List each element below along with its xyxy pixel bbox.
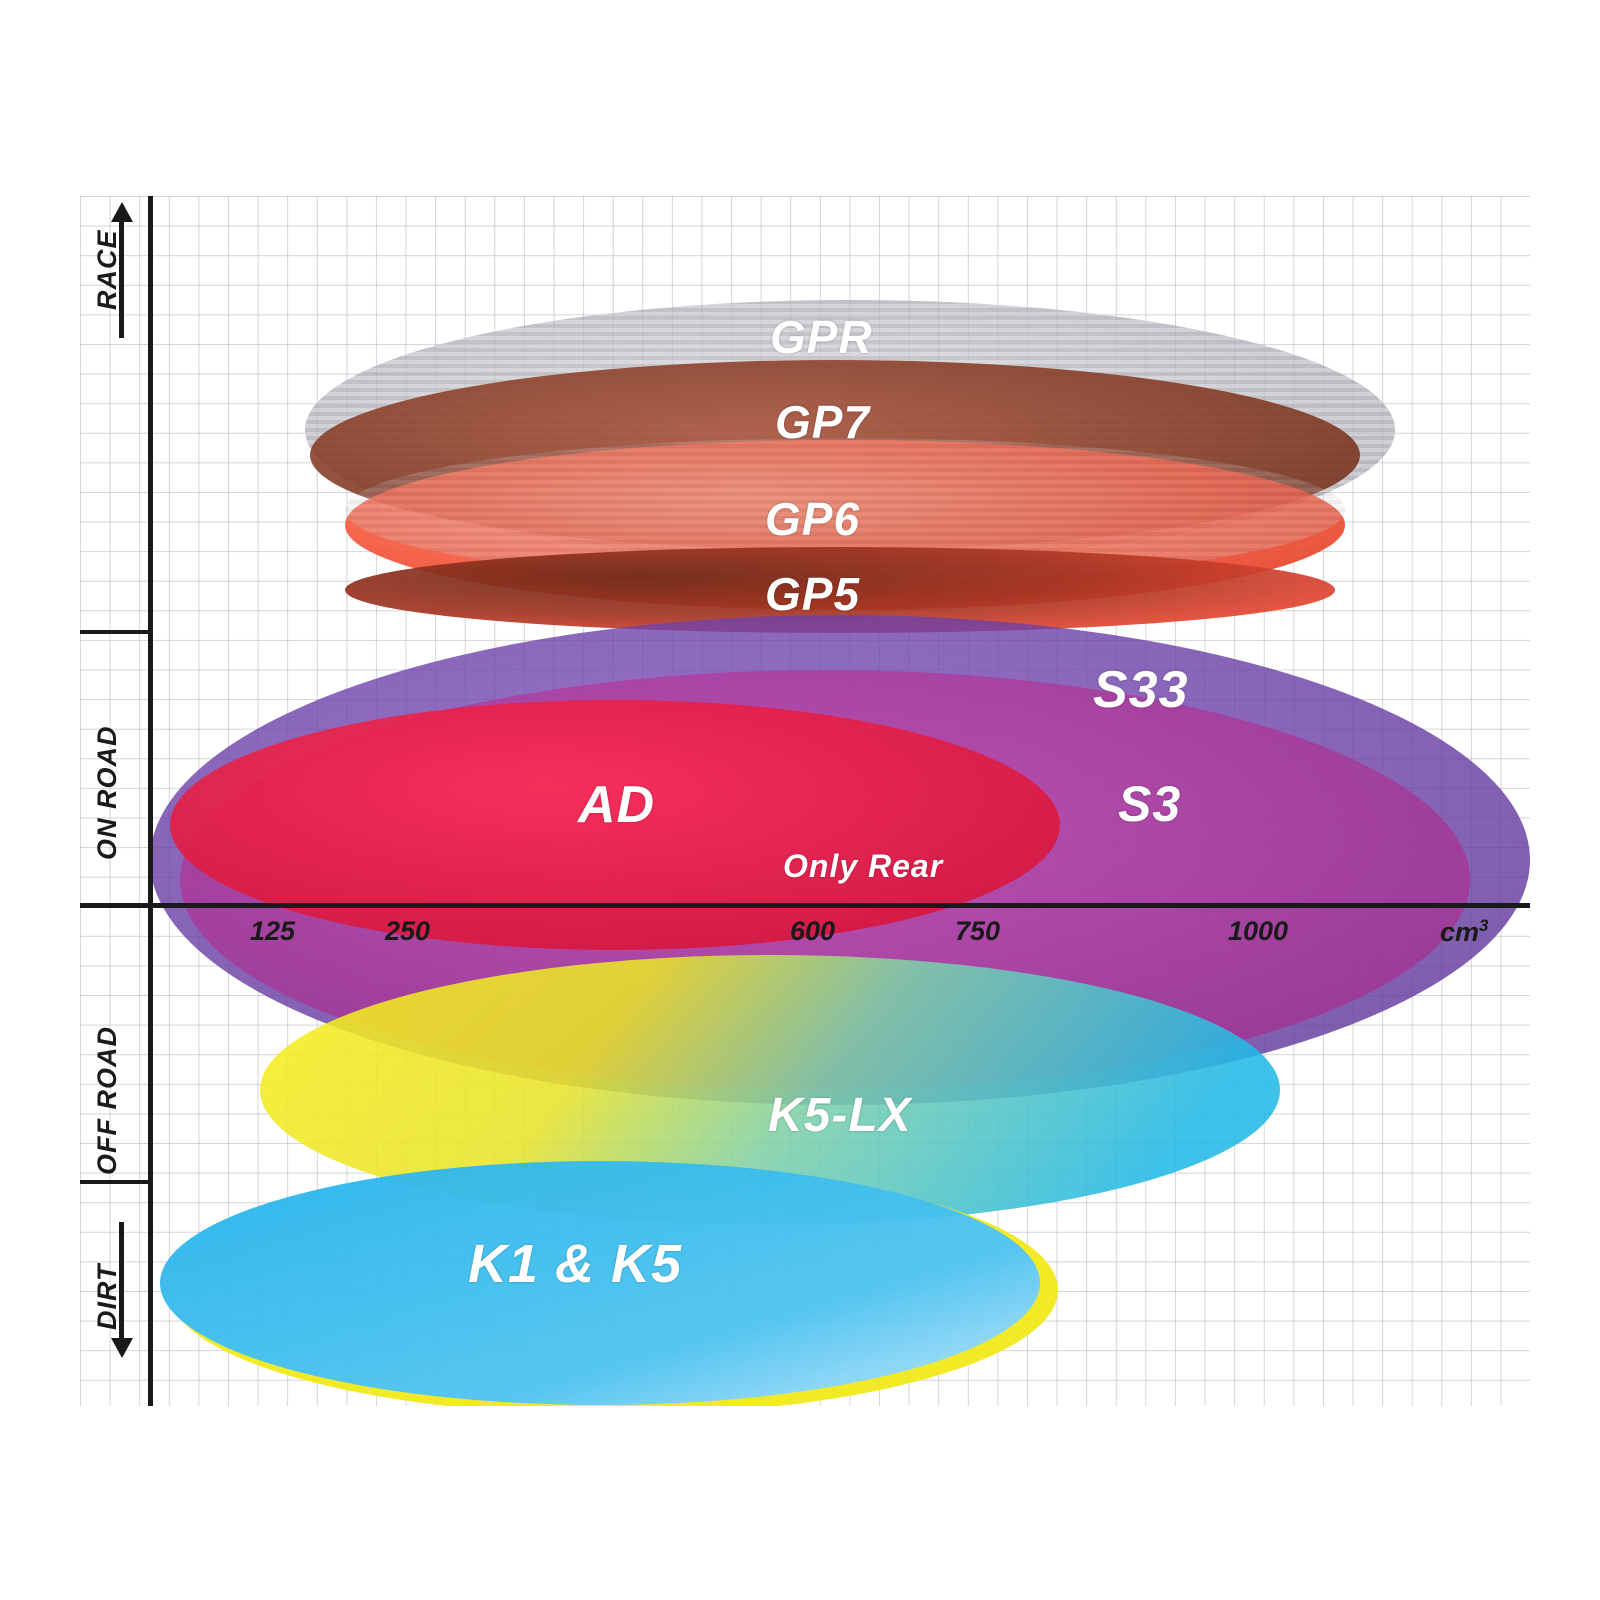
x-axis-unit-label: cm3 xyxy=(1440,916,1489,948)
y-label-off-road: OFF ROAD xyxy=(92,1026,122,1175)
annotation-only-rear: Only Rear xyxy=(783,848,944,884)
series-label-gp5: GP5 xyxy=(765,568,861,620)
dirt-arrow-icon xyxy=(111,1338,133,1358)
series-label-ad: AD xyxy=(578,776,656,834)
blob-ad xyxy=(170,700,1060,950)
blob-gp5 xyxy=(345,547,1335,633)
canvas-margin-top xyxy=(0,0,1600,196)
x-axis-unit-text: cm xyxy=(1440,917,1480,947)
race-arrow-icon xyxy=(111,202,133,222)
band-divider-offroad-dirt xyxy=(80,1180,148,1184)
x-tick-750: 750 xyxy=(955,916,1001,946)
canvas-margin-bottom xyxy=(0,1406,1600,1600)
x-tick-600: 600 xyxy=(790,916,836,946)
dirt-arrow-stem xyxy=(119,1222,124,1342)
race-arrow-stem xyxy=(119,218,124,338)
series-label-k1k5: K1 & K5 xyxy=(468,1234,683,1294)
blob-k1k5 xyxy=(160,1161,1058,1415)
series-label-gp7: GP7 xyxy=(775,396,871,448)
series-label-s3: S3 xyxy=(1118,776,1182,832)
canvas-margin-left xyxy=(0,0,80,1600)
y-label-on-road: ON ROAD xyxy=(92,725,122,861)
x-tick-1000: 1000 xyxy=(1228,916,1289,946)
y-label-dirt: DIRT xyxy=(92,1263,122,1330)
series-label-gpr: GPR xyxy=(770,311,873,363)
y-label-race: RACE xyxy=(92,229,122,310)
series-label-k5lx: K5-LX xyxy=(768,1089,912,1142)
series-label-s33: S33 xyxy=(1093,661,1189,719)
x-tick-125: 125 xyxy=(250,916,296,946)
x-tick-250: 250 xyxy=(385,916,431,946)
band-divider-race-onroad xyxy=(80,630,148,634)
blob-k5lx xyxy=(260,955,1280,1225)
series-label-gp6: GP6 xyxy=(765,493,861,545)
canvas-margin-right xyxy=(1530,0,1600,1600)
x-axis xyxy=(80,903,1530,908)
y-axis xyxy=(148,196,153,1406)
x-axis-unit-exponent: 3 xyxy=(1479,916,1489,935)
